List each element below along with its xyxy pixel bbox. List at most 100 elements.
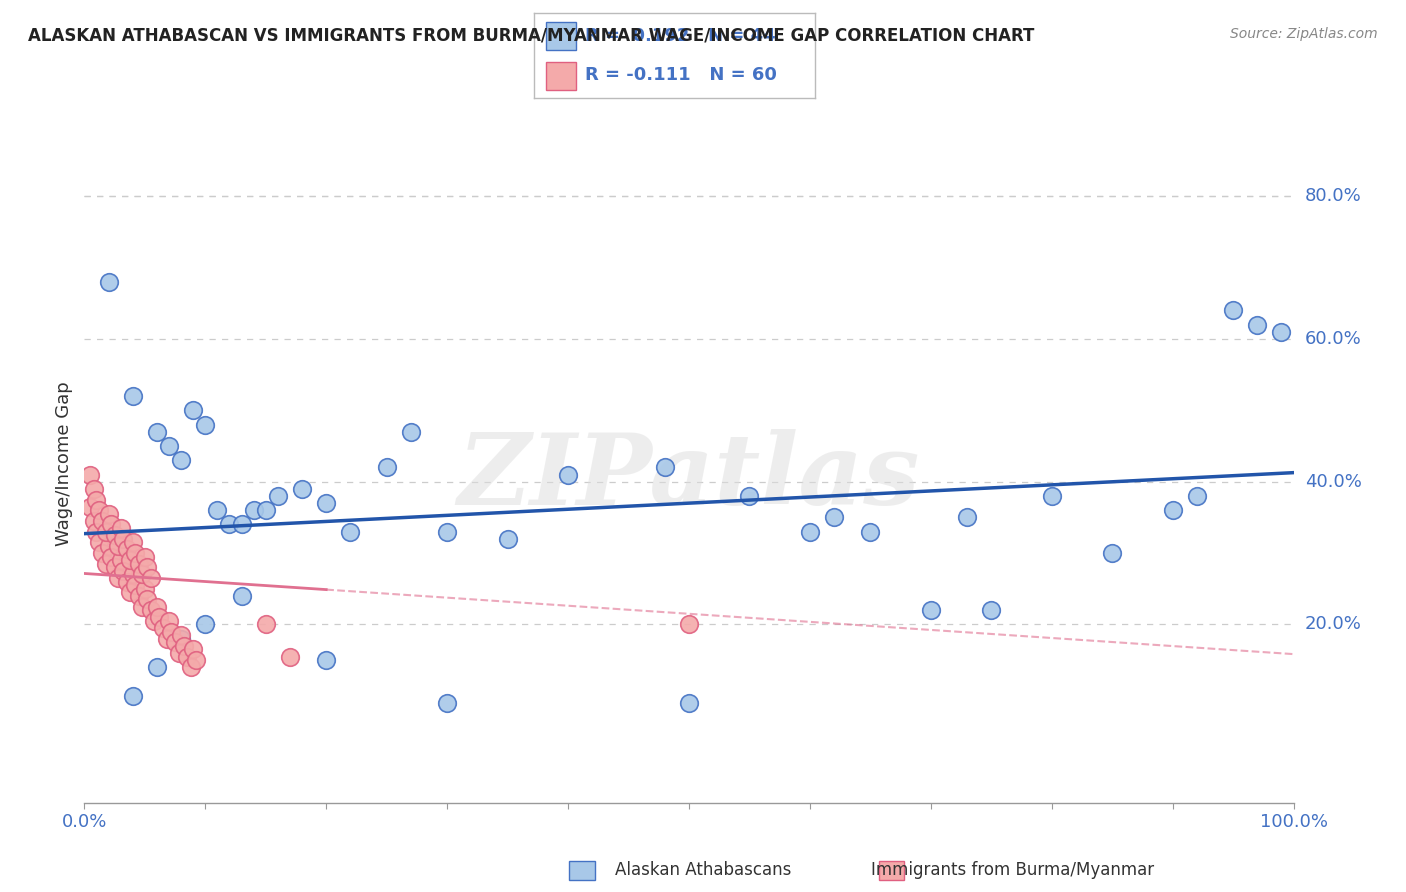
Point — [91, 514, 114, 528]
Point — [267, 489, 290, 503]
Point — [97, 507, 120, 521]
Point — [339, 524, 361, 539]
Point — [86, 524, 108, 539]
Point — [278, 649, 301, 664]
Point — [242, 503, 264, 517]
Point — [146, 425, 169, 439]
Point — [97, 539, 120, 553]
Point — [157, 439, 180, 453]
Point — [315, 496, 337, 510]
Text: 80.0%: 80.0% — [1305, 187, 1361, 205]
Point — [134, 582, 156, 596]
Point — [121, 567, 143, 582]
Point — [86, 492, 108, 507]
Point — [1161, 503, 1184, 517]
Point — [231, 517, 253, 532]
Point — [136, 592, 159, 607]
Point — [1101, 546, 1123, 560]
Point — [157, 614, 180, 628]
Point — [120, 585, 142, 599]
Point — [112, 564, 135, 578]
Point — [146, 599, 169, 614]
Point — [557, 467, 579, 482]
Point — [146, 660, 169, 674]
Point — [218, 517, 240, 532]
Point — [120, 553, 142, 567]
Point — [678, 617, 700, 632]
Point — [110, 521, 132, 535]
Point — [170, 453, 193, 467]
Point — [980, 603, 1002, 617]
Point — [107, 571, 129, 585]
Point — [823, 510, 845, 524]
Point — [136, 560, 159, 574]
Point — [121, 689, 143, 703]
Point — [97, 275, 120, 289]
Point — [254, 617, 277, 632]
Point — [399, 425, 422, 439]
Point — [163, 635, 186, 649]
Point — [121, 389, 143, 403]
Point — [100, 549, 122, 564]
Point — [170, 628, 193, 642]
Point — [128, 589, 150, 603]
Point — [83, 514, 105, 528]
Point — [110, 553, 132, 567]
Text: ALASKAN ATHABASCAN VS IMMIGRANTS FROM BURMA/MYANMAR WAGE/INCOME GAP CORRELATION : ALASKAN ATHABASCAN VS IMMIGRANTS FROM BU… — [28, 27, 1035, 45]
Text: 40.0%: 40.0% — [1305, 473, 1361, 491]
Point — [139, 603, 162, 617]
Point — [194, 617, 217, 632]
Point — [83, 482, 105, 496]
Point — [167, 646, 190, 660]
Point — [1222, 303, 1244, 318]
Point — [112, 532, 135, 546]
Point — [115, 574, 138, 589]
Point — [231, 589, 253, 603]
Point — [124, 546, 146, 560]
Point — [79, 500, 101, 514]
Point — [678, 696, 700, 710]
Point — [176, 649, 198, 664]
Point — [139, 571, 162, 585]
Point — [173, 639, 195, 653]
Text: R = -0.111   N = 60: R = -0.111 N = 60 — [585, 66, 776, 84]
Point — [170, 632, 193, 646]
Point — [94, 557, 117, 571]
Point — [79, 467, 101, 482]
Point — [181, 403, 204, 417]
Point — [131, 567, 153, 582]
Point — [87, 535, 110, 549]
Point — [207, 503, 229, 517]
Point — [104, 528, 127, 542]
Y-axis label: Wage/Income Gap: Wage/Income Gap — [55, 382, 73, 546]
Point — [134, 549, 156, 564]
Point — [184, 653, 207, 667]
Point — [107, 539, 129, 553]
Point — [143, 614, 166, 628]
Text: ZIPatlas: ZIPatlas — [458, 429, 920, 525]
Point — [180, 660, 202, 674]
Point — [104, 560, 127, 574]
Point — [436, 524, 458, 539]
Point — [859, 524, 882, 539]
Point — [128, 557, 150, 571]
Point — [131, 599, 153, 614]
Text: R =  0.192   N = 44: R = 0.192 N = 44 — [585, 28, 776, 45]
Point — [155, 632, 177, 646]
Point — [194, 417, 217, 432]
Text: Source: ZipAtlas.com: Source: ZipAtlas.com — [1230, 27, 1378, 41]
Point — [87, 503, 110, 517]
Point — [654, 460, 676, 475]
Point — [100, 517, 122, 532]
Point — [920, 603, 942, 617]
Point — [124, 578, 146, 592]
Point — [799, 524, 821, 539]
Text: Immigrants from Burma/Myanmar: Immigrants from Burma/Myanmar — [870, 861, 1154, 879]
Point — [1040, 489, 1063, 503]
Point — [115, 542, 138, 557]
Point — [315, 653, 337, 667]
Text: Alaskan Athabascans: Alaskan Athabascans — [614, 861, 792, 879]
Bar — [546, 62, 576, 89]
Point — [1270, 325, 1292, 339]
Point — [375, 460, 398, 475]
